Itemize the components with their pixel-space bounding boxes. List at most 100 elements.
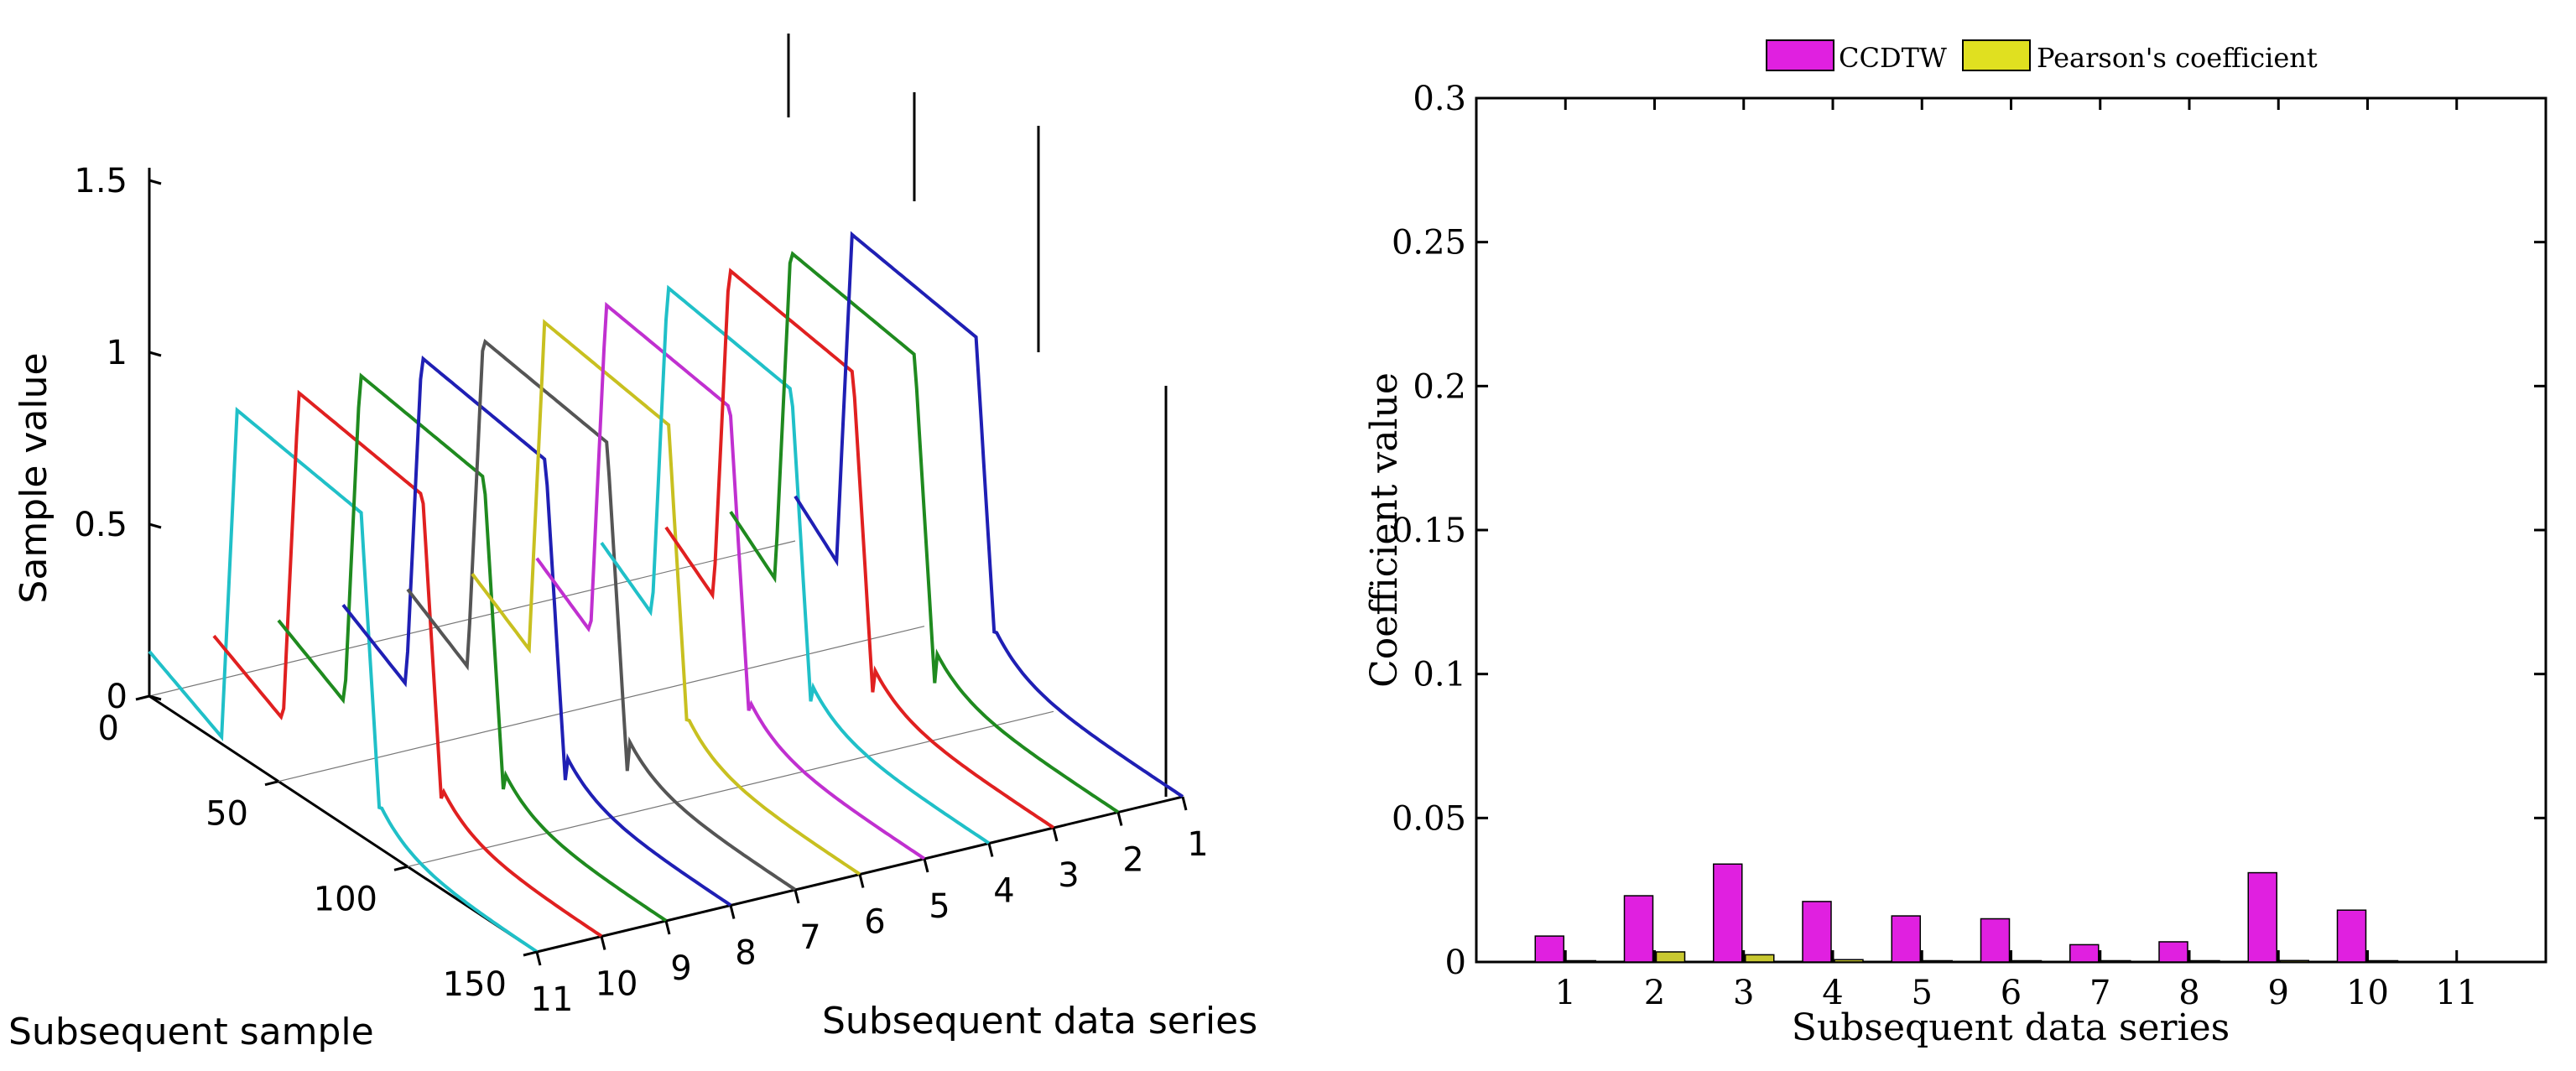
x-tick-label: 50 — [206, 795, 248, 834]
bar-pearson-1 — [1566, 959, 1596, 963]
x-tick-label: 3 — [1733, 974, 1754, 1012]
bar-ccdtw-7 — [2069, 944, 2100, 963]
y-tick — [535, 951, 542, 966]
legend-label-ccdtw: CCDTW — [1839, 42, 1947, 74]
x-tick-label: 100 — [314, 880, 377, 918]
y-tick-label: 5 — [929, 887, 950, 926]
y-tick — [1116, 812, 1123, 826]
x-tick-label: 4 — [1822, 974, 1843, 1012]
legend-swatch-ccdtw — [1766, 39, 1834, 71]
y-tick — [923, 858, 929, 873]
x-tick-label: 2 — [1644, 974, 1665, 1012]
legend-label-pearson: Pearson's coefficient — [2037, 42, 2318, 74]
y-tick-label: 10 — [596, 965, 638, 1004]
y-tick — [987, 843, 994, 857]
x-axis-label: Subsequent sample — [8, 1011, 374, 1053]
x-tick-label: 7 — [2089, 974, 2110, 1012]
y-tick-label: 2 — [1122, 841, 1143, 880]
y-tick-label: 0.3 — [1413, 80, 1466, 118]
bar-pearson-4 — [1834, 959, 1864, 963]
bar-pearson-6 — [2011, 959, 2043, 963]
x-tick — [523, 950, 538, 957]
y-tick-label: 0.25 — [1392, 224, 1466, 263]
z-tick-label: 1 — [107, 334, 127, 372]
x-tick-label: 6 — [2001, 974, 2022, 1012]
y-axis-label: Coefficient value — [1363, 372, 1406, 688]
z-tick-label: 0.5 — [74, 506, 127, 544]
bar-ccdtw-9 — [2247, 871, 2277, 963]
series-line-11 — [148, 406, 539, 954]
x-tick-label: 0 — [98, 710, 119, 748]
grid-line — [148, 540, 796, 697]
y-tick-label: 0 — [1445, 944, 1466, 982]
y-tick-label: 4 — [993, 872, 1014, 911]
z-tick — [148, 179, 162, 185]
waterfall-chart: 0 0.5 1 1.5 0 50 100 150 1 2 3 4 5 6 7 8 9 10 11 Sample … — [8, 34, 1257, 1053]
legend: CCDTW Pearson's coefficient — [1766, 39, 2318, 74]
x-tick — [135, 694, 150, 701]
y-tick-label: 0.2 — [1413, 367, 1466, 406]
y-tick-label: 1 — [1187, 825, 1208, 864]
bar-pearson-10 — [2368, 959, 2399, 963]
y-tick — [858, 874, 865, 888]
z-tick — [148, 351, 162, 357]
series-line-4 — [600, 284, 991, 845]
y-tick-label: 3 — [1058, 856, 1079, 895]
bar-chart: CCDTW Pearson's coefficient 0 0.05 0.1 0.15… — [1363, 39, 2547, 1049]
x-axis-label: Subsequent data series — [1792, 1006, 2230, 1049]
bar-pearson-9 — [2279, 959, 2309, 963]
series-line-10 — [212, 389, 603, 938]
x-tick-label: 11 — [2435, 974, 2478, 1012]
grid-line — [278, 626, 925, 782]
y-tick — [664, 920, 671, 935]
x-tick — [393, 865, 409, 871]
y-tick — [1052, 827, 1059, 842]
y-axis-label: Subsequent data series — [822, 1000, 1257, 1042]
bar-ccdtw-8 — [2158, 941, 2188, 963]
bar-ccdtw-3 — [1713, 863, 1743, 963]
z-tick-label: 0 — [107, 678, 127, 716]
bar-ccdtw-1 — [1534, 935, 1564, 963]
x-tick-label: 5 — [1912, 974, 1933, 1012]
y-tick — [729, 905, 736, 919]
x-tick-label: 150 — [443, 965, 507, 1004]
y-tick-label: 6 — [864, 903, 885, 942]
bar-pearson-7 — [2101, 959, 2131, 963]
y-tick-label: 0.15 — [1392, 512, 1466, 550]
series-line-1 — [794, 231, 1184, 798]
bar-ccdtw-4 — [1802, 901, 1832, 963]
z-tick — [148, 523, 162, 529]
bar-pearson-5 — [1923, 959, 1953, 963]
y-tick-label: 9 — [670, 949, 691, 988]
z-tick-label: 1.5 — [74, 162, 127, 200]
y-tick-label: 0.1 — [1413, 656, 1466, 694]
x-tick-label: 9 — [2268, 974, 2289, 1012]
series-line-3 — [664, 268, 1055, 829]
bar-ccdtw-2 — [1623, 895, 1654, 963]
x-tick — [264, 780, 279, 787]
y-tick — [600, 936, 606, 950]
x-tick-label: 10 — [2346, 974, 2389, 1012]
legend-swatch-pearson — [1962, 39, 2031, 71]
y-tick — [1181, 796, 1188, 811]
bar-ccdtw-5 — [1891, 915, 1921, 963]
x-tick-label: 1 — [1555, 974, 1576, 1012]
y-tick-label: 11 — [531, 980, 574, 1019]
x-tick-label: 8 — [2178, 974, 2199, 1012]
bar-pearson-2 — [1655, 951, 1686, 963]
series-line-9 — [277, 372, 668, 923]
series-line-2 — [729, 251, 1120, 814]
bar-ccdtw-10 — [2336, 909, 2367, 963]
y-tick-label: 0.05 — [1392, 799, 1466, 838]
z-axis-label: Sample value — [13, 352, 55, 603]
series-line-5 — [535, 301, 926, 860]
y-tick-label: 7 — [799, 918, 820, 957]
grid-line — [407, 710, 1054, 867]
x-axis-line — [148, 694, 538, 954]
plot-frame — [1475, 96, 2547, 964]
bar-ccdtw-6 — [1980, 918, 2011, 963]
series-line-6 — [471, 319, 861, 876]
y-tick — [794, 889, 800, 904]
z-tick — [148, 694, 162, 701]
